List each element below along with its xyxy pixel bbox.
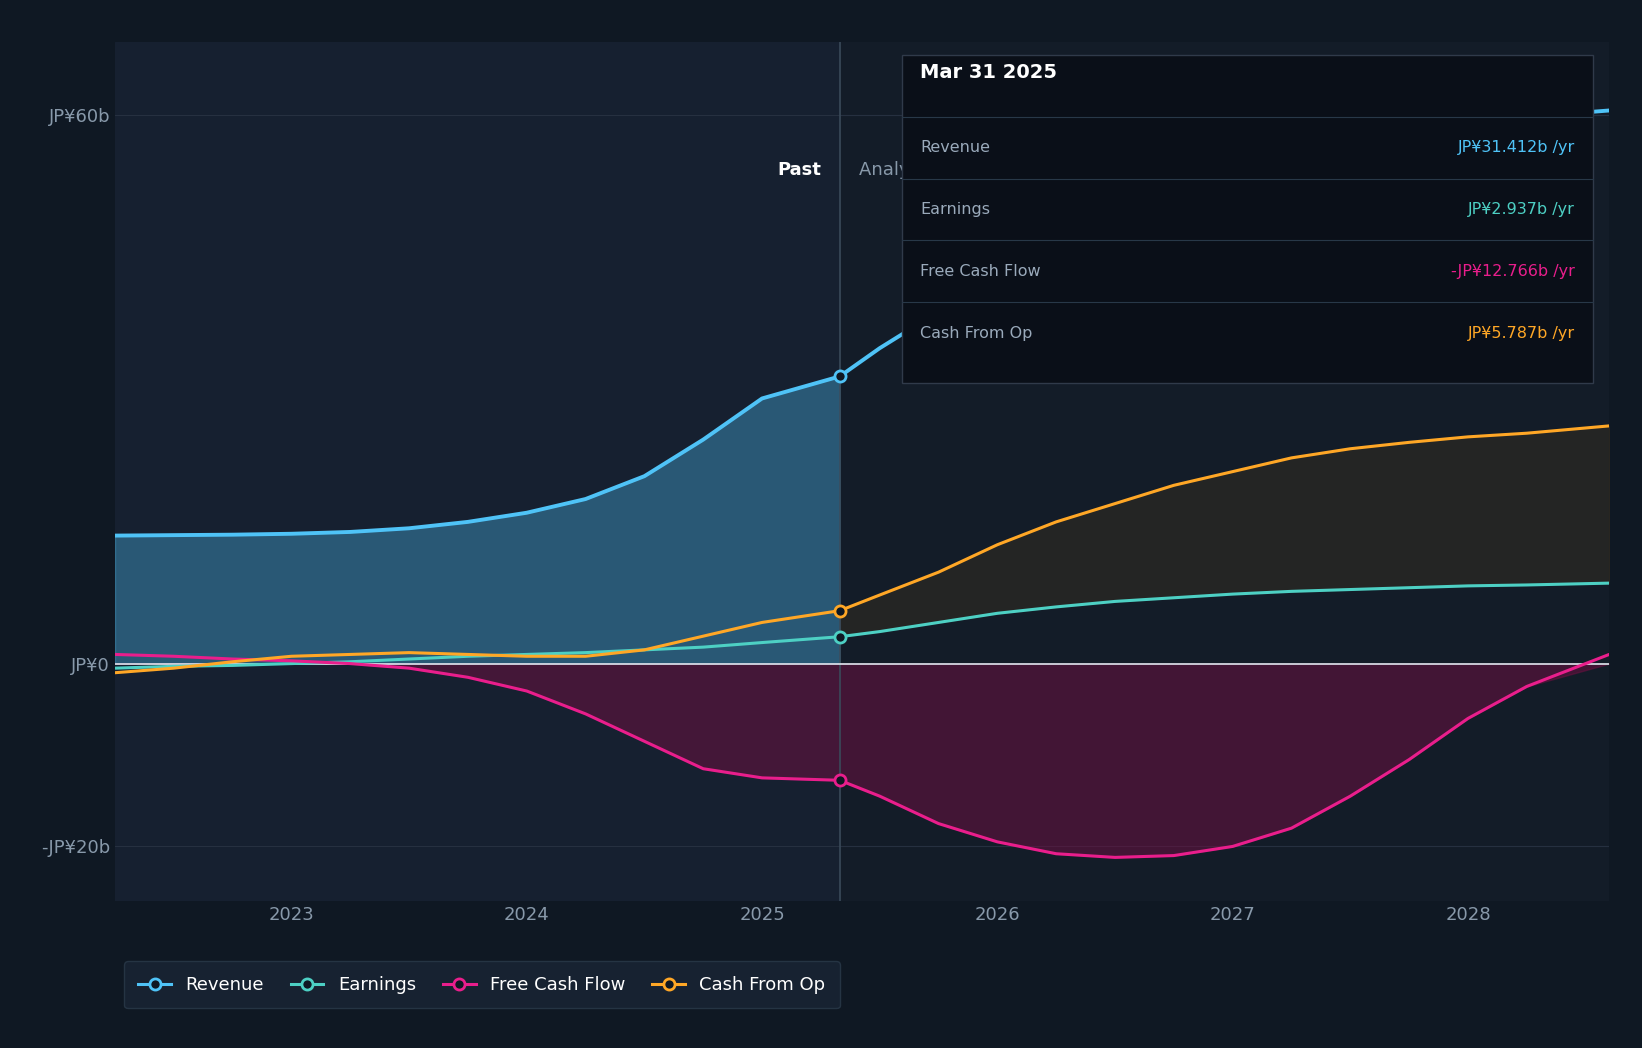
Bar: [839, 42, 1609, 901]
Text: Free Cash Flow: Free Cash Flow: [920, 264, 1041, 279]
Text: Cash From Op: Cash From Op: [920, 326, 1033, 341]
Text: Earnings: Earnings: [920, 202, 990, 217]
Text: -JP¥12.766b /yr: -JP¥12.766b /yr: [1452, 264, 1575, 279]
Text: JP¥5.787b /yr: JP¥5.787b /yr: [1468, 326, 1575, 341]
Text: JP¥31.412b /yr: JP¥31.412b /yr: [1458, 140, 1575, 155]
Legend: Revenue, Earnings, Free Cash Flow, Cash From Op: Revenue, Earnings, Free Cash Flow, Cash …: [123, 961, 841, 1008]
Text: Past: Past: [777, 161, 821, 179]
Bar: [115, 42, 839, 901]
FancyBboxPatch shape: [903, 54, 1593, 383]
Text: Revenue: Revenue: [920, 140, 990, 155]
Text: Analysts Forecasts: Analysts Forecasts: [859, 161, 1026, 179]
Text: JP¥2.937b /yr: JP¥2.937b /yr: [1468, 202, 1575, 217]
Text: Mar 31 2025: Mar 31 2025: [920, 64, 1057, 83]
